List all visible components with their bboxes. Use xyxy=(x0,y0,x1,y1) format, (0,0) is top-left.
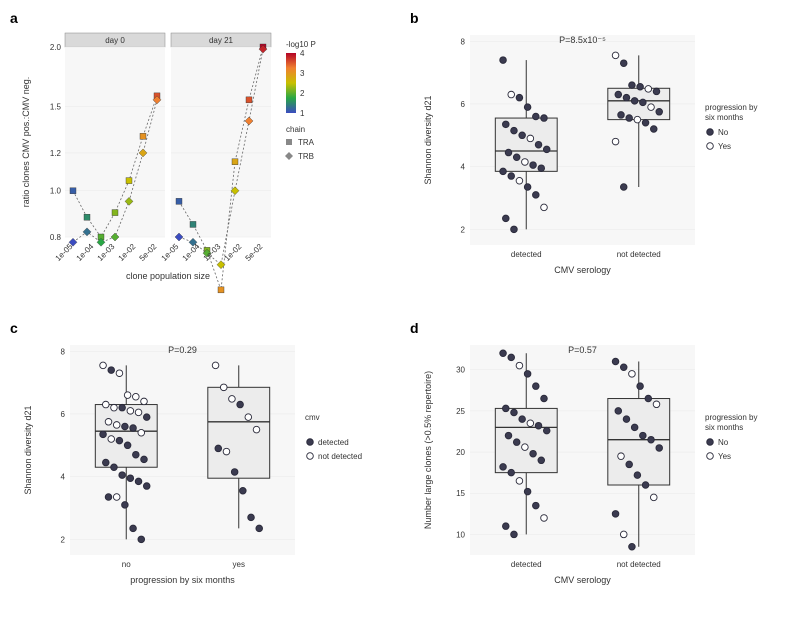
svg-text:Shannon diversity d21: Shannon diversity d21 xyxy=(423,95,433,184)
svg-text:2: 2 xyxy=(61,535,66,544)
svg-text:not detected: not detected xyxy=(318,452,362,461)
svg-text:15: 15 xyxy=(456,489,465,498)
svg-text:6: 6 xyxy=(61,410,66,419)
svg-text:2.0: 2.0 xyxy=(50,43,62,52)
panel-b: b 2468detectednot detectedP=8.5x10⁻⁵CMV … xyxy=(415,15,785,295)
svg-text:1.0: 1.0 xyxy=(50,187,62,196)
svg-text:Number large clones (>0.5% rep: Number large clones (>0.5% repertoire) xyxy=(423,371,433,529)
svg-text:cmv: cmv xyxy=(305,413,320,422)
svg-text:detected: detected xyxy=(318,438,349,447)
svg-text:5e-02: 5e-02 xyxy=(244,242,265,263)
svg-text:1e-04: 1e-04 xyxy=(181,242,202,263)
panel-c-label: c xyxy=(10,320,18,336)
svg-text:-log10 P: -log10 P xyxy=(286,40,316,49)
svg-text:No: No xyxy=(718,128,729,137)
svg-text:progression by six months: progression by six months xyxy=(130,575,235,585)
svg-text:TRA: TRA xyxy=(298,138,315,147)
svg-text:not detected: not detected xyxy=(617,560,661,569)
panel-d-label: d xyxy=(410,320,419,336)
svg-text:no: no xyxy=(122,560,131,569)
svg-text:1e-03: 1e-03 xyxy=(96,242,117,263)
svg-text:day 0: day 0 xyxy=(105,36,125,45)
panel-a-label: a xyxy=(10,10,18,26)
svg-text:CMV serology: CMV serology xyxy=(554,575,611,585)
svg-text:CMV serology: CMV serology xyxy=(554,265,611,275)
svg-text:1e-04: 1e-04 xyxy=(75,242,96,263)
svg-text:1: 1 xyxy=(300,109,305,118)
svg-text:4: 4 xyxy=(461,163,466,172)
svg-text:5e-02: 5e-02 xyxy=(138,242,159,263)
svg-text:P=8.5x10⁻⁵: P=8.5x10⁻⁵ xyxy=(559,35,606,45)
panel-c: c 2468noyesP=0.29progression by six mont… xyxy=(15,325,385,605)
svg-text:1e-05: 1e-05 xyxy=(160,242,181,263)
svg-text:TRB: TRB xyxy=(298,152,314,161)
svg-text:2: 2 xyxy=(461,225,466,234)
svg-text:progression by: progression by xyxy=(705,413,757,422)
svg-text:Yes: Yes xyxy=(718,142,731,151)
svg-text:1e-03: 1e-03 xyxy=(202,242,223,263)
svg-text:25: 25 xyxy=(456,407,465,416)
svg-text:4: 4 xyxy=(61,473,66,482)
svg-text:chain: chain xyxy=(286,125,305,134)
panel-a: a day 01e-051e-041e-031e-025e-02day 211e… xyxy=(15,15,385,295)
svg-text:1e-02: 1e-02 xyxy=(117,242,138,263)
svg-text:10: 10 xyxy=(456,530,465,539)
svg-text:8: 8 xyxy=(461,37,466,46)
svg-text:detected: detected xyxy=(511,250,542,259)
svg-text:Yes: Yes xyxy=(718,452,731,461)
svg-text:yes: yes xyxy=(233,560,245,569)
svg-text:No: No xyxy=(718,438,729,447)
svg-text:six months: six months xyxy=(705,423,743,432)
svg-text:2: 2 xyxy=(300,89,305,98)
svg-text:clone population size: clone population size xyxy=(126,271,210,281)
svg-text:1e-02: 1e-02 xyxy=(223,242,244,263)
panel-d: d 1015202530detectednot detectedP=0.57CM… xyxy=(415,325,785,605)
svg-text:8: 8 xyxy=(61,347,66,356)
svg-text:20: 20 xyxy=(456,448,465,457)
svg-text:3: 3 xyxy=(300,69,305,78)
svg-text:Shannon diversity d21: Shannon diversity d21 xyxy=(23,405,33,494)
svg-text:six months: six months xyxy=(705,113,743,122)
svg-text:1.2: 1.2 xyxy=(50,149,62,158)
svg-text:6: 6 xyxy=(461,100,466,109)
svg-text:ratio clones CMV pos.:CMV neg.: ratio clones CMV pos.:CMV neg. xyxy=(21,77,31,208)
svg-text:day 21: day 21 xyxy=(209,36,234,45)
svg-text:detected: detected xyxy=(511,560,542,569)
svg-text:P=0.57: P=0.57 xyxy=(568,345,597,355)
svg-text:4: 4 xyxy=(300,49,305,58)
svg-text:P=0.29: P=0.29 xyxy=(168,345,197,355)
svg-text:not detected: not detected xyxy=(617,250,661,259)
svg-text:30: 30 xyxy=(456,366,465,375)
svg-text:0.8: 0.8 xyxy=(50,233,62,242)
svg-text:progression by: progression by xyxy=(705,103,757,112)
panel-b-label: b xyxy=(410,10,419,26)
svg-text:1.5: 1.5 xyxy=(50,103,62,112)
